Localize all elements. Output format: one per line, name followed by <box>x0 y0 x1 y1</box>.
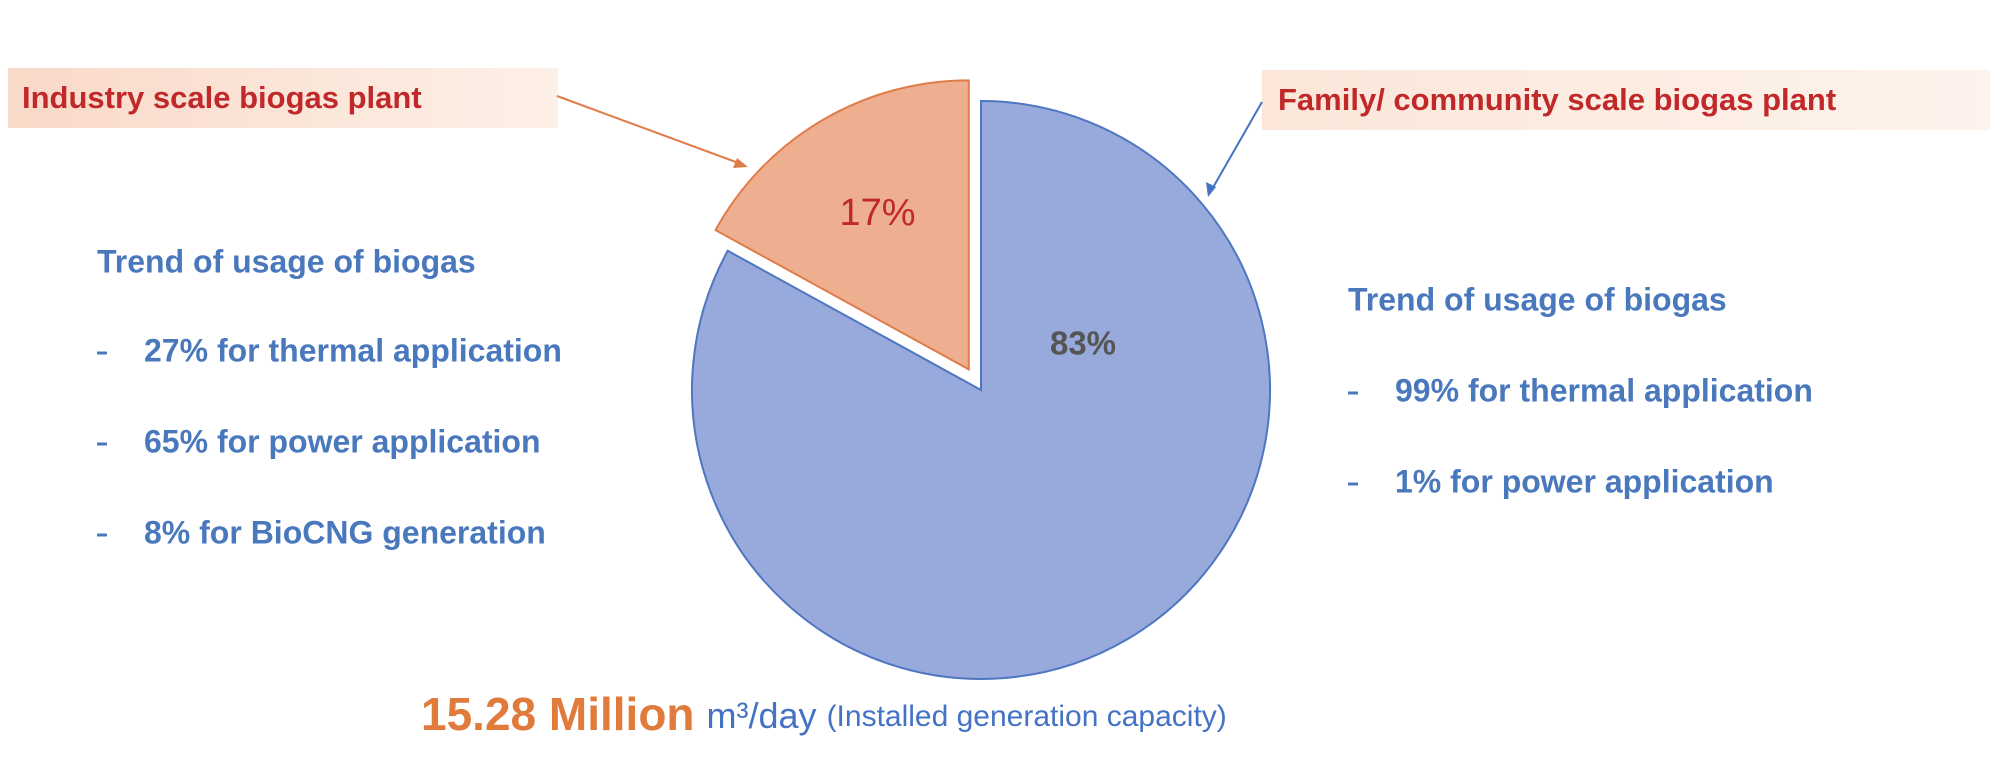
panel-title: Trend of usage of biogas <box>1348 281 1727 317</box>
pie-slice <box>691 99 1271 680</box>
callout-box <box>8 68 558 128</box>
panel-item: 8% for BioCNG generation <box>144 514 546 550</box>
callout-box <box>1262 70 1990 130</box>
footer-value: 15.28 Million <box>421 688 695 740</box>
footer: 15.28 Million m³/day (Installed generation… <box>421 688 1227 740</box>
panel-item: 27% for thermal application <box>144 332 562 368</box>
panel-item: 1% for power application <box>1395 463 1774 499</box>
arrow <box>556 95 745 166</box>
footer-unit: m³/day <box>707 695 817 736</box>
pie-slice <box>714 79 970 372</box>
panels: Trend of usage of biogas 27% for thermal … <box>97 243 1813 550</box>
panel-item: 65% for power application <box>144 423 541 459</box>
arrowhead <box>733 158 748 168</box>
slice-name: Industry scale biogas plant <box>22 80 422 115</box>
footer-note: (Installed generation capacity) <box>827 700 1227 733</box>
panel-item: 99% for thermal application <box>1395 372 1813 408</box>
slice-name: Family/ community scale biogas plant <box>1278 82 1836 117</box>
pie: 83% 17% <box>691 79 1271 680</box>
arrowhead <box>1206 182 1216 197</box>
panel-title: Trend of usage of biogas <box>97 243 476 279</box>
slice-label: 17% <box>840 192 916 234</box>
slice-label: 83% <box>1050 325 1116 362</box>
arrow <box>1210 101 1263 192</box>
